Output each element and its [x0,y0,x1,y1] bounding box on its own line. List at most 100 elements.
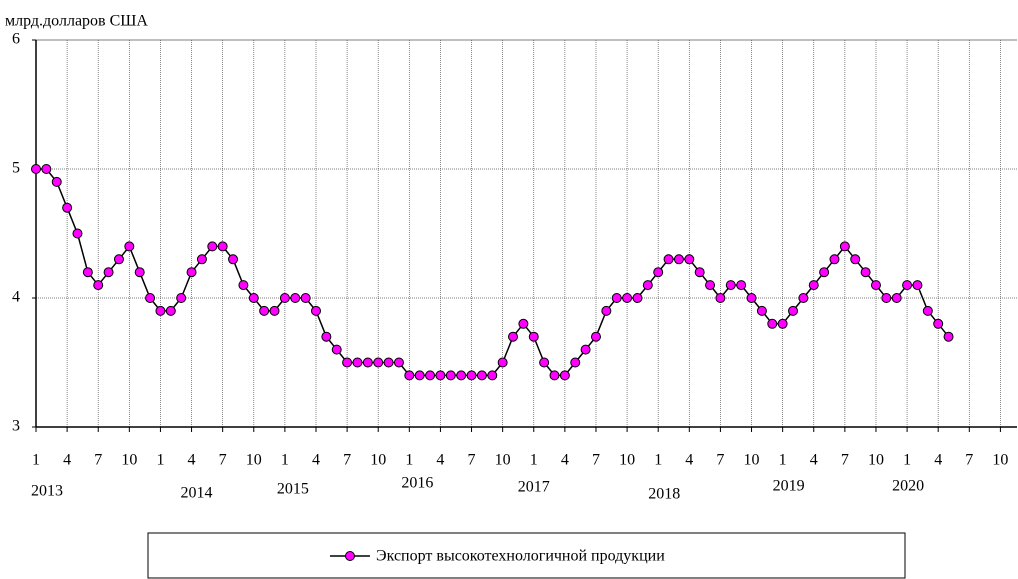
x-tick-label: 1 [779,452,787,469]
data-point [798,293,809,303]
year-label: 2015 [277,481,309,498]
year-label: 2017 [518,479,550,496]
data-point [93,280,104,291]
x-tick-label: 4 [810,452,818,469]
data-point [642,280,653,291]
data-point [756,305,767,316]
data-point [736,280,747,291]
data-point [508,331,519,342]
x-tick-label: 4 [436,452,444,469]
data-point [632,293,643,303]
data-point [808,280,819,291]
x-tick-label: 1 [530,452,538,469]
x-tick-label: 10 [495,452,511,469]
data-point [601,305,612,316]
data-point [653,267,664,278]
data-point [456,370,467,381]
data-point [590,331,601,342]
data-point [196,254,207,265]
x-tick-label: 1 [281,452,289,469]
data-point [155,305,166,316]
data-point [321,331,332,342]
data-point [279,293,290,303]
data-point [383,357,394,368]
data-point [673,254,684,265]
data-point [746,293,757,303]
data-point [435,370,446,381]
x-tick-label: 1 [903,452,911,469]
x-tick-label: 7 [343,452,351,469]
data-point [487,370,498,381]
data-point [134,267,145,278]
x-tick-label: 7 [716,452,724,469]
data-point [933,318,944,329]
x-tick-label: 7 [219,452,227,469]
x-tick-label: 7 [841,452,849,469]
x-tick-label: 4 [685,452,693,469]
data-point [912,280,923,291]
data-point [570,357,581,368]
x-tick-label: 10 [246,452,262,469]
data-point [611,293,622,303]
data-point [269,305,280,316]
data-point [82,267,93,278]
data-point [860,267,871,278]
x-tick-label: 7 [592,452,600,469]
data-point [124,241,135,252]
data-point [528,331,539,342]
y-tick-label: 5 [12,160,20,177]
data-point [176,293,187,303]
x-tick-label: 4 [934,452,942,469]
x-tick-label: 4 [561,452,569,469]
data-point [788,305,799,316]
x-tick-label: 7 [468,452,476,469]
data-point [476,370,487,381]
data-point [207,241,218,252]
data-point [870,280,881,291]
year-label: 2014 [180,485,212,502]
data-point [165,305,176,316]
data-point [549,370,560,381]
data-point [331,344,342,355]
data-point [850,254,861,265]
x-tick-label: 1 [654,452,662,469]
data-point [466,370,477,381]
x-tick-label: 7 [965,452,973,469]
data-point [186,267,197,278]
data-point [881,293,892,303]
data-point [259,305,270,316]
x-tick-label: 1 [32,452,40,469]
data-point [902,280,913,291]
data-point [393,357,404,368]
data-point [943,331,954,342]
data-point [819,267,830,278]
legend-box [147,532,906,579]
x-tick-label: 10 [744,452,760,469]
data-point [445,370,456,381]
x-tick-label: 7 [94,452,102,469]
year-label: 2018 [648,486,680,503]
data-point [829,254,840,265]
x-tick-label: 10 [868,452,884,469]
data-point [51,176,62,187]
data-point [62,202,73,213]
data-point [248,293,259,303]
y-tick-label: 6 [12,31,20,48]
year-label: 2020 [892,478,924,495]
x-tick-label: 1 [405,452,413,469]
data-point [767,318,778,329]
x-tick-label: 10 [619,452,635,469]
data-point [238,280,249,291]
data-point [217,241,228,252]
data-point [342,357,353,368]
data-point [31,164,41,174]
data-point [72,228,83,239]
y-tick-label: 4 [12,289,20,306]
y-tick-label: 3 [12,418,20,435]
x-tick-label: 4 [312,452,320,469]
data-point [103,267,114,278]
legend-label: Экспорт высокотехнологичной продукции [376,548,665,565]
data-point [300,293,311,303]
data-point [839,241,850,252]
data-point [622,293,633,303]
